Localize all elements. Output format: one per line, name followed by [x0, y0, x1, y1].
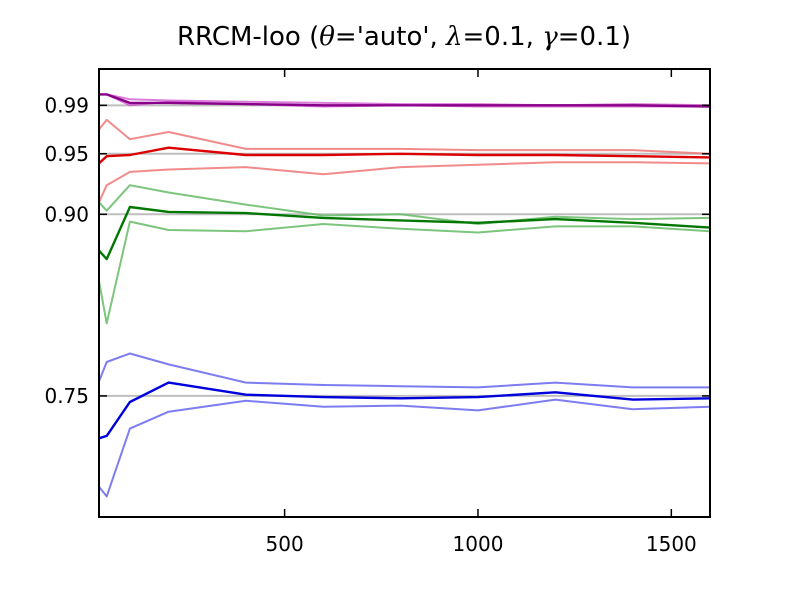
y-tick-label: 0.99: [44, 93, 89, 117]
x-tick-label: 1000: [453, 532, 504, 556]
series-line-4: [99, 161, 710, 203]
series-group: [99, 93, 710, 498]
title-lambda-value: =0.1,: [463, 22, 543, 52]
title-theta-value: ='auto',: [335, 22, 446, 52]
series-line-2: [99, 93, 710, 108]
x-tick-label: 500: [266, 532, 304, 556]
y-tick-label: 0.95: [44, 142, 89, 166]
x-tick-label: 1500: [646, 532, 697, 556]
title-gamma-symbol: γ: [542, 22, 558, 52]
series-line-3: [99, 118, 710, 155]
series-line-11: [99, 381, 710, 440]
title-gamma-value: =0.1): [558, 22, 631, 52]
series-line-6: [99, 184, 710, 225]
y-tick-label: 0.75: [44, 384, 89, 408]
series-line-10: [99, 398, 710, 498]
chart-title: RRCM-loo (θ='auto', λ=0.1, γ=0.1): [177, 22, 631, 52]
plot-frame: [98, 68, 711, 518]
series-line-7: [99, 220, 710, 325]
series-line-8: [99, 205, 710, 261]
series-line-9: [99, 352, 710, 389]
series-line-5: [99, 146, 710, 165]
title-lambda-symbol: λ: [445, 22, 462, 52]
y-tick-label: 0.90: [44, 202, 89, 226]
tick-marks: [99, 69, 710, 517]
title-prefix: RRCM-loo (: [177, 22, 319, 52]
tick-labels: 0.75 0.90 0.95 0.99 500 1000 1500: [44, 93, 696, 556]
title-theta-symbol: θ: [319, 22, 335, 52]
